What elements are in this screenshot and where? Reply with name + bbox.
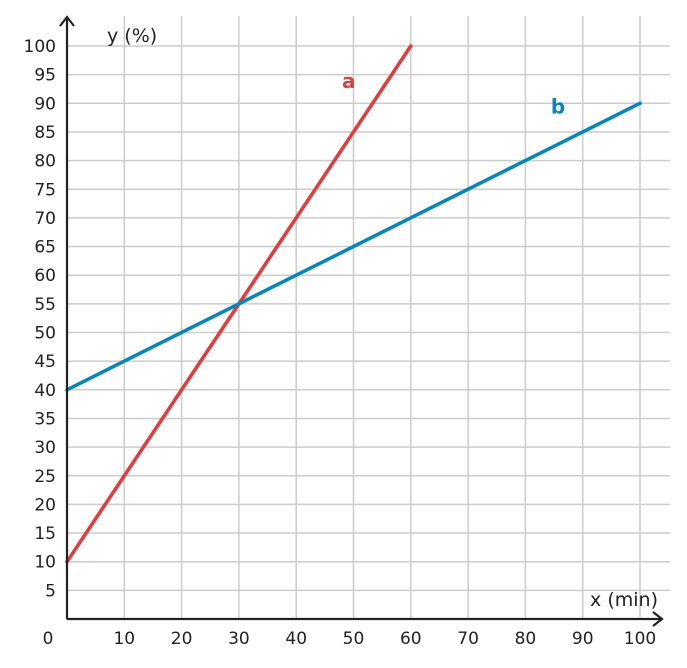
y-tick-label-90: 90: [34, 94, 56, 114]
y-tick-label-5: 5: [45, 581, 56, 601]
x-tick-label-90: 90: [572, 629, 594, 649]
y-tick-label-100: 100: [24, 37, 56, 57]
x-tick-label-40: 40: [285, 629, 307, 649]
y-axis-label: y (%): [107, 25, 157, 47]
y-tick-label-20: 20: [34, 495, 56, 515]
axes: [59, 15, 664, 627]
x-tick-label-80: 80: [515, 629, 537, 649]
series-label-b: b: [551, 94, 565, 118]
x-axis-label: x (min): [590, 589, 658, 611]
y-tick-label-65: 65: [34, 238, 56, 258]
y-tick-label-75: 75: [34, 180, 56, 200]
y-tick-label-80: 80: [34, 152, 56, 172]
y-tick-label-50: 50: [34, 324, 56, 344]
y-tick-label-25: 25: [34, 467, 56, 487]
y-tick-label-40: 40: [34, 381, 56, 401]
y-tick-label-55: 55: [34, 295, 56, 315]
y-tick-label-45: 45: [34, 352, 56, 372]
series-labels: ab: [342, 69, 565, 118]
tick-labels: 10 20 30 40 50 60 70 80 90 100 5 10 15 20 25 30 35 40 45 50…: [24, 37, 657, 649]
y-tick-label-60: 60: [34, 266, 56, 286]
x-tick-label-20: 20: [171, 629, 193, 649]
x-tick-label-10: 10: [113, 629, 135, 649]
y-tick-label-10: 10: [34, 553, 56, 573]
y-tick-label-30: 30: [34, 438, 56, 458]
x-tick-label-60: 60: [400, 629, 422, 649]
y-tick-label-35: 35: [34, 409, 56, 429]
grid: [67, 16, 670, 619]
x-tick-label-30: 30: [228, 629, 250, 649]
series-label-a: a: [342, 69, 356, 93]
y-tick-label-15: 15: [34, 524, 56, 544]
x-tick-label-50: 50: [343, 629, 365, 649]
y-tick-label-85: 85: [34, 123, 56, 143]
x-tick-label-70: 70: [457, 629, 479, 649]
series-line-b: [65, 101, 642, 392]
series-lines: [65, 44, 642, 564]
y-tick-label-95: 95: [34, 66, 56, 86]
y-tick-label-70: 70: [34, 209, 56, 229]
x-axis-arrow-icon: [652, 611, 664, 627]
x-tick-label-100: 100: [624, 629, 656, 649]
origin-label: 0: [43, 629, 54, 649]
y-axis-arrow-icon: [59, 15, 75, 27]
